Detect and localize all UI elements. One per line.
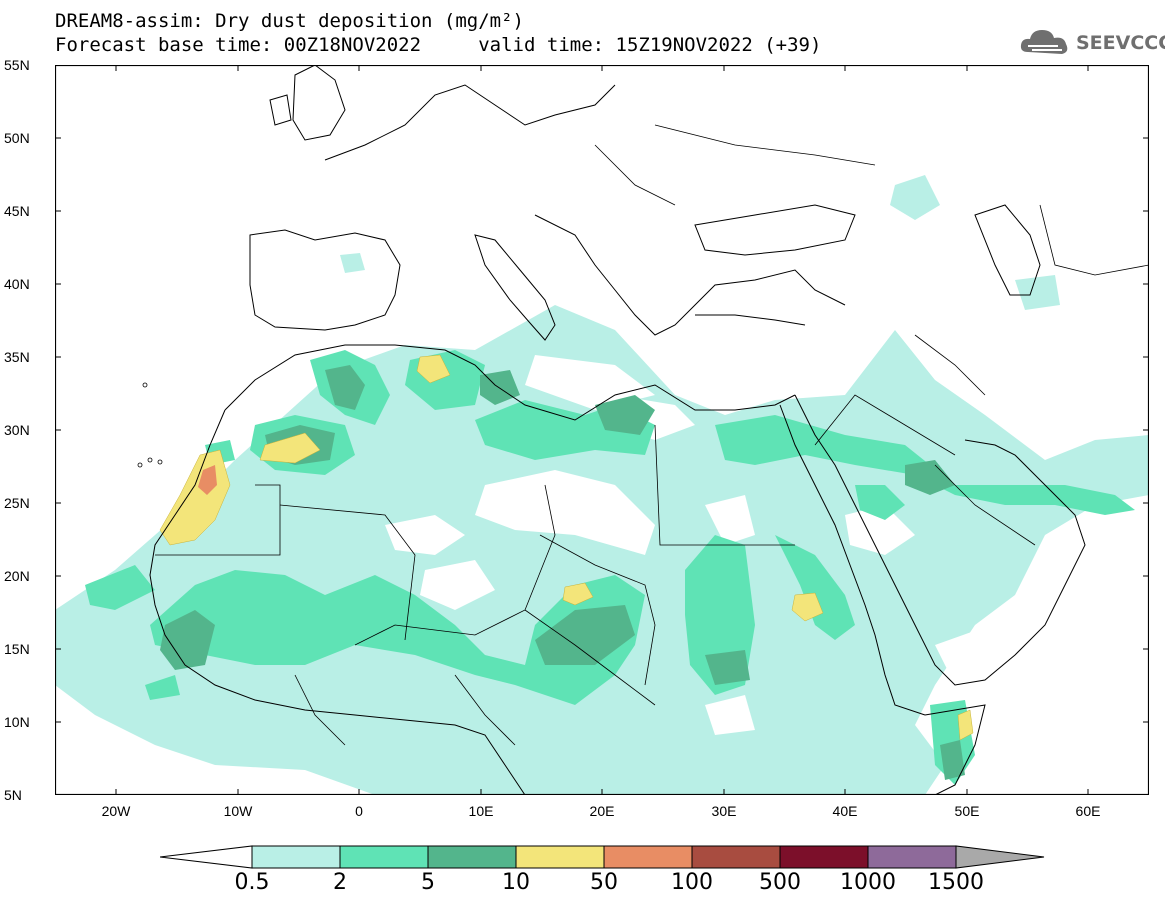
lat-label-25n: 25N — [4, 495, 30, 511]
legend-label-1: 2 — [333, 870, 347, 895]
legend-label-2: 5 — [421, 870, 435, 895]
color-legend — [160, 845, 1045, 869]
lat-label-40n: 40N — [4, 276, 30, 292]
lon-label-20e: 20E — [589, 803, 615, 819]
legend-swatch-5 — [691, 845, 781, 869]
legend-arrow-low — [160, 845, 253, 869]
lat-label-5n: 5N — [4, 787, 22, 803]
legend-label-3: 10 — [502, 870, 530, 895]
legend-swatch-7 — [867, 845, 957, 869]
map-ticks — [55, 65, 1149, 795]
legend-label-7: 1000 — [840, 870, 896, 895]
country-borders — [155, 124, 1149, 746]
legend-label-6: 500 — [759, 870, 801, 895]
legend-label-4: 50 — [590, 870, 618, 895]
lat-label-10n: 10N — [4, 714, 30, 730]
lat-label-30n: 30N — [4, 422, 30, 438]
canary-islands — [137, 382, 163, 468]
legend-label-0: 0.5 — [234, 870, 270, 895]
legend-label-8: 1500 — [928, 870, 984, 895]
cloud-icon — [1020, 30, 1068, 54]
lat-label-50n: 50N — [4, 130, 30, 146]
lon-label-30e: 30E — [711, 803, 737, 819]
legend-label-5: 100 — [671, 870, 713, 895]
lon-label-10w: 10W — [223, 803, 253, 819]
legend-swatch-6 — [779, 845, 869, 869]
legend-arrow-high — [955, 845, 1045, 869]
legend-swatch-4 — [603, 845, 693, 869]
dust-layer-very-high — [198, 465, 217, 495]
lon-label-60e: 60E — [1075, 803, 1101, 819]
coastlines — [149, 65, 1086, 795]
legend-swatch-0 — [251, 845, 341, 869]
legend-swatch-3 — [515, 845, 605, 869]
lon-label-50e: 50E — [954, 803, 980, 819]
lon-label-20w: 20W — [101, 803, 131, 819]
logo-text: SEEVCCC — [1076, 32, 1165, 54]
seevccc-logo: SEEVCCC — [1018, 22, 1165, 64]
map-title: DREAM8-assim: Dry dust deposition (mg/m²… — [55, 10, 524, 32]
lon-label-10e: 10E — [468, 803, 494, 819]
lat-label-15n: 15N — [4, 641, 30, 657]
forecast-time-line: Forecast base time: 00Z18NOV2022 valid t… — [55, 34, 822, 56]
lon-label-40e: 40E — [832, 803, 858, 819]
legend-swatch-1 — [339, 845, 429, 869]
dust-deposition-map — [55, 65, 1149, 795]
lat-label-35n: 35N — [4, 349, 30, 365]
legend-swatch-2 — [427, 845, 517, 869]
lon-label-0: 0 — [355, 803, 363, 819]
lat-label-55n: 55N — [4, 57, 30, 73]
lat-label-45n: 45N — [4, 203, 30, 219]
lat-label-20n: 20N — [4, 568, 30, 584]
